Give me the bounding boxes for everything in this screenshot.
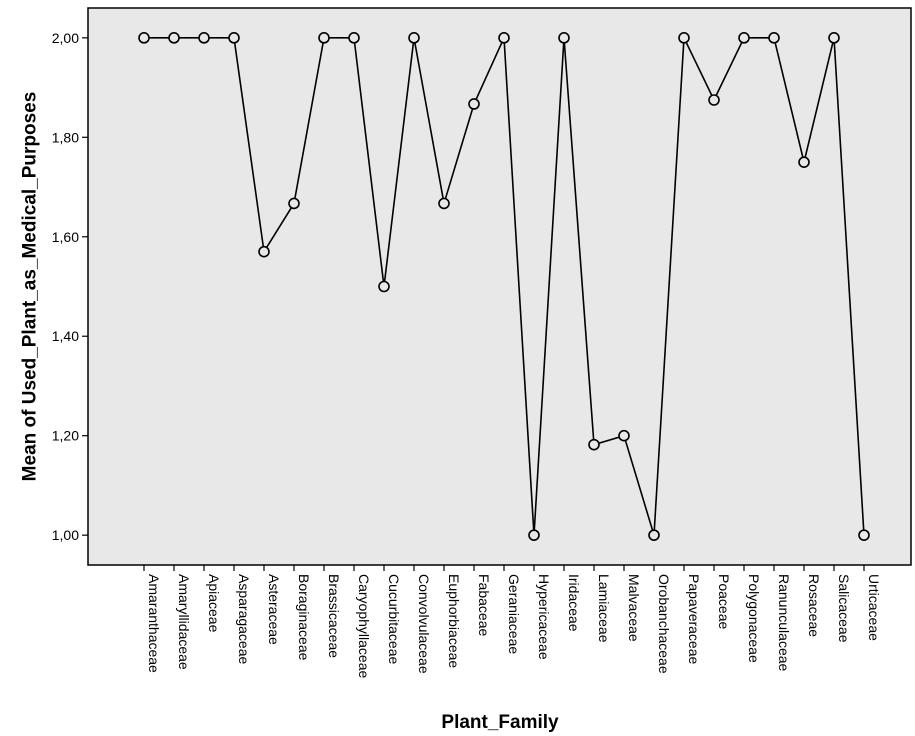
x-tick-label: Salicaceae xyxy=(836,574,852,643)
x-tick-label: Cucurbitaceae xyxy=(386,574,402,664)
x-tick-label: Amaranthaceae xyxy=(146,574,162,673)
x-axis-title: Plant_Family xyxy=(441,712,559,733)
y-tick-label: 1,40 xyxy=(52,328,79,344)
data-point xyxy=(498,32,510,44)
x-tick-label: Apiaceae xyxy=(206,574,222,633)
y-tick-label: 1,00 xyxy=(52,527,79,543)
data-point xyxy=(228,32,240,44)
x-tick-label: Asteraceae xyxy=(266,574,282,645)
y-tick-label: 1,20 xyxy=(52,428,79,444)
data-point xyxy=(468,98,480,110)
data-point xyxy=(798,156,810,168)
data-point xyxy=(618,429,630,442)
x-tick-label: Malvaceae xyxy=(626,574,642,642)
data-point xyxy=(258,245,270,258)
x-tick-label: Polygonaceae xyxy=(746,574,762,663)
y-tick-label: 2,00 xyxy=(52,30,79,46)
x-tick-label: Urticaceae xyxy=(866,574,882,641)
data-point xyxy=(828,32,840,44)
data-point xyxy=(408,32,420,44)
x-tick-label: Caryophyllaceae xyxy=(356,574,372,678)
x-tick-label: Papaveraceae xyxy=(686,574,702,665)
data-point xyxy=(768,32,780,44)
data-point xyxy=(738,32,750,44)
data-point xyxy=(588,438,600,451)
data-point xyxy=(708,94,720,106)
x-tick-label: Iridaceae xyxy=(566,574,582,632)
y-tick-label: 1,80 xyxy=(52,129,79,145)
data-point xyxy=(138,32,150,44)
data-point xyxy=(858,529,870,541)
x-tick-label: Amaryllidaceae xyxy=(176,574,192,670)
data-point xyxy=(348,32,360,44)
x-tick-label: Ranunculaceae xyxy=(776,574,792,672)
series-markers xyxy=(138,32,870,541)
data-point xyxy=(558,32,570,44)
x-tick-label: Boraginaceae xyxy=(296,574,312,661)
plot-area xyxy=(87,7,912,566)
x-tick-label: Lamiaceae xyxy=(596,574,612,643)
y-axis: 1,00 1,20 1,40 1,60 1,80 2,00 xyxy=(52,30,88,543)
data-point xyxy=(438,197,450,210)
x-tick-label: Convolvulaceae xyxy=(416,574,432,674)
data-point xyxy=(378,280,390,293)
x-tick-label: Asparagaceae xyxy=(236,574,252,665)
data-point xyxy=(678,32,690,44)
y-axis-title: Mean of Used_Plant_as_Medical_Purposes xyxy=(20,92,41,482)
x-tick-label: Hypericaceae xyxy=(536,574,552,660)
x-tick-label: Geraniaceae xyxy=(506,574,522,654)
x-axis: Amaranthaceae Amaryllidaceae Apiaceae Aspar… xyxy=(143,565,882,678)
x-tick-label: Fabaceae xyxy=(476,574,492,636)
x-tick-label: Brassicaceae xyxy=(326,574,342,658)
x-tick-label: Poaceae xyxy=(716,574,732,629)
data-point xyxy=(318,32,330,44)
data-point xyxy=(528,529,540,541)
data-point xyxy=(288,197,300,210)
x-tick-label: Euphorbiaceae xyxy=(446,574,462,668)
x-tick-label: Rosaceae xyxy=(806,574,822,637)
y-tick-label: 1,60 xyxy=(52,229,79,245)
x-tick-label: Orobanchaceae xyxy=(656,574,672,674)
data-point xyxy=(168,32,180,44)
data-point xyxy=(198,32,210,44)
data-point xyxy=(648,529,660,541)
